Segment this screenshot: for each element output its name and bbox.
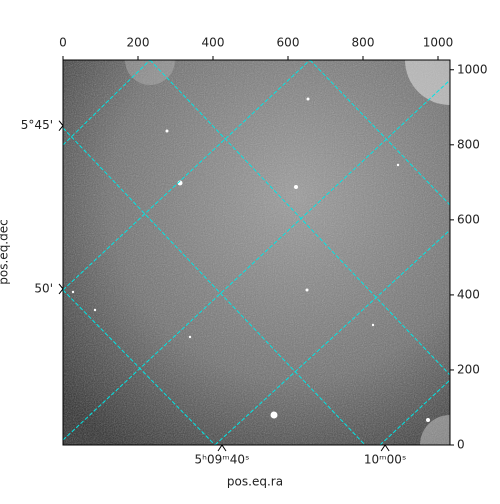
frame [62, 59, 451, 446]
dec-tick [58, 283, 64, 295]
x-tick-label: 400 [202, 36, 225, 50]
y-tick-label: 0 [457, 438, 465, 452]
x-tick-label: 800 [352, 36, 375, 50]
ra-tick [380, 444, 390, 452]
x-tick-label: 200 [127, 36, 150, 50]
y-label: pos.eq.dec [0, 219, 11, 284]
dec-tick-label: 5°45' [21, 118, 53, 132]
y-tick-label: 1000 [457, 62, 488, 76]
ra-tick [217, 444, 227, 452]
x-tick-label: 0 [59, 36, 67, 50]
ra-tick-label: 5ʰ09ᵐ40ˢ [195, 453, 250, 467]
y-tick-label: 400 [457, 287, 480, 301]
x-tick-label: 1000 [423, 36, 454, 50]
y-tick-label: 200 [457, 362, 480, 376]
y-tick-label: 800 [457, 137, 480, 151]
ra-tick-label: 10ᵐ00ˢ [364, 453, 407, 467]
x-label: pos.eq.ra [227, 475, 283, 489]
sky-image [63, 60, 450, 445]
dec-tick [58, 120, 64, 131]
y-tick-label: 600 [457, 212, 480, 226]
dec-tick-label: 50' [34, 281, 53, 295]
x-tick-label: 600 [277, 36, 300, 50]
